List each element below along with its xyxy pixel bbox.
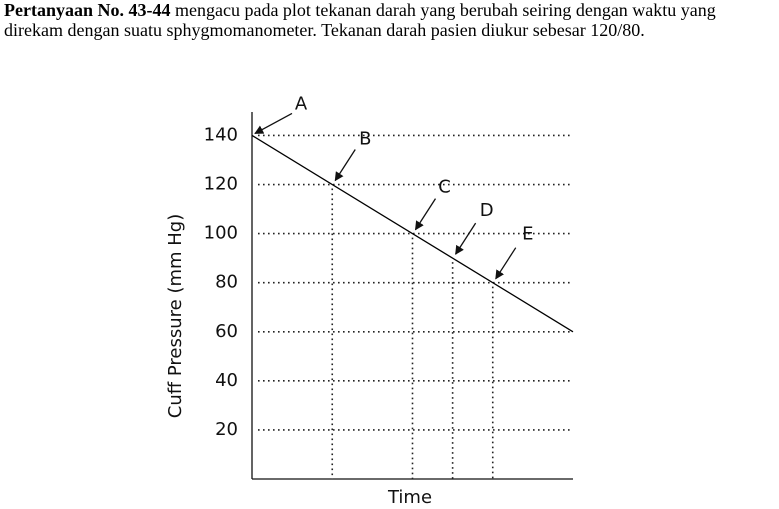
y-tick-label: 140 (204, 124, 238, 145)
point-label: A (295, 93, 308, 114)
point-arrow (495, 247, 517, 280)
y-tick-label: 60 (215, 321, 238, 342)
x-axis-label: Time (387, 487, 432, 508)
point-label: E (522, 224, 533, 245)
y-axis-label: Cuff Pressure (mm Hg) (165, 214, 186, 418)
y-tick-label: 40 (215, 370, 238, 391)
point-label: C (438, 177, 451, 198)
question-body: mengacu pada plot tekanan darah yang ber… (4, 0, 716, 40)
question-text: Pertanyaan No. 43-44 mengacu pada plot t… (4, 0, 776, 40)
question-number: Pertanyaan No. 43-44 (4, 0, 171, 20)
point-arrow (254, 112, 293, 135)
point-arrow (455, 222, 477, 255)
y-tick-label: 120 (204, 174, 238, 195)
y-tick-label: 20 (215, 419, 238, 440)
point-label: B (359, 129, 371, 150)
pressure-line (251, 134, 574, 333)
y-tick-label: 100 (204, 223, 238, 244)
point-arrow (414, 198, 437, 231)
y-tick-label: 80 (215, 272, 238, 293)
point-label: D (480, 200, 494, 221)
point-arrow (334, 149, 356, 182)
